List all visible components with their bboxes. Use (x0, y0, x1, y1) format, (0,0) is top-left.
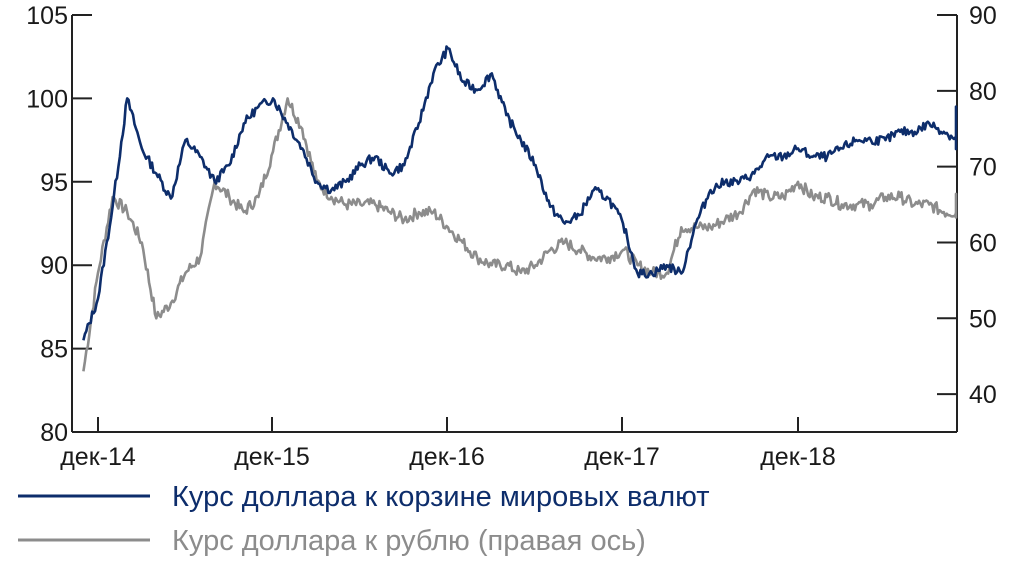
left-tick-label: 90 (40, 252, 68, 280)
x-tick-label: дек-18 (760, 443, 836, 471)
legend: Курс доллара к корзине мировых валют Курс… (18, 481, 710, 557)
x-tick-label: дек-16 (409, 443, 485, 471)
legend-item-dxy-label: Курс доллара к корзине мировых валют (172, 481, 710, 513)
left-tick-label: 100 (26, 85, 68, 113)
x-tick-label: дек-14 (60, 443, 136, 471)
left-tick-label: 95 (40, 169, 68, 197)
series-line-dxy (82, 45, 958, 341)
right-tick-label: 70 (969, 154, 997, 182)
axes: 80 85 90 95 100 105 40 50 60 70 80 90 дек-14 дек-15 де… (26, 2, 997, 471)
left-tick-label: 85 (40, 336, 68, 364)
right-tick-label: 90 (969, 2, 997, 30)
right-tick-label: 60 (969, 229, 997, 257)
right-tick-label: 40 (969, 381, 997, 409)
x-tick-label: дек-17 (584, 443, 660, 471)
x-tick-label: дек-15 (234, 443, 310, 471)
left-tick-label: 105 (26, 2, 68, 30)
right-tick-label: 80 (969, 78, 997, 106)
series-line-rub (82, 97, 958, 372)
legend-item-rub-label: Курс доллара к рублю (правая ось) (172, 525, 646, 557)
left-tick-label: 80 (40, 419, 68, 447)
right-tick-label: 50 (969, 305, 997, 333)
series-layer (82, 45, 958, 372)
